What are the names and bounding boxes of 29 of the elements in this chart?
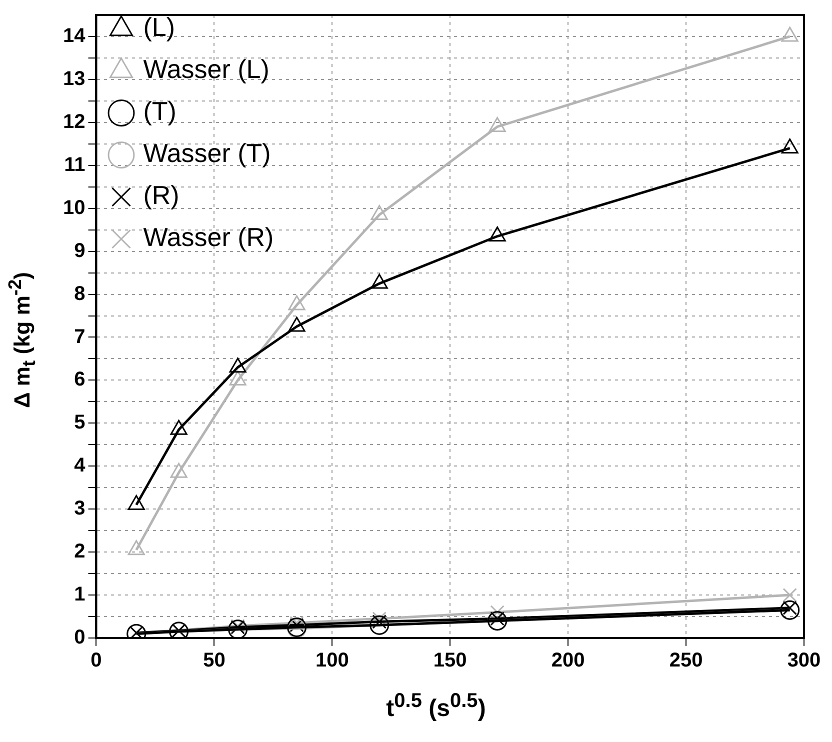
y-tick-label: 8 xyxy=(74,282,86,305)
x-tick-label: 200 xyxy=(551,650,585,672)
y-tick-label: 4 xyxy=(74,454,86,477)
legend-label: Wasser (R) xyxy=(143,222,274,252)
y-tick-label: 12 xyxy=(62,110,86,133)
y-tick-label: 10 xyxy=(62,196,86,219)
y-tick-label: 3 xyxy=(74,498,86,520)
y-tick-label: 9 xyxy=(74,240,86,262)
legend-label: (T) xyxy=(143,96,176,126)
y-tick-label: 7 xyxy=(74,326,86,348)
y-tick-label: 1 xyxy=(74,584,86,606)
x-tick-label: 150 xyxy=(433,650,467,672)
legend-label: (L) xyxy=(143,12,176,42)
x-tick-label: 50 xyxy=(203,650,226,672)
x-tick-label: 250 xyxy=(669,650,703,672)
y-tick-label: 6 xyxy=(74,368,86,391)
y-tick-label: 13 xyxy=(62,68,86,90)
legend-label: Wasser (T) xyxy=(143,138,271,168)
y-tick-label: 2 xyxy=(74,540,86,563)
x-tick-label: 300 xyxy=(787,650,821,672)
x-axis-title: t$^{0.5}$ (s$^{0.5}$) xyxy=(385,690,487,723)
legend-label: (R) xyxy=(143,180,180,210)
y-tick-label: 14 xyxy=(62,25,86,47)
y-tick-label: 11 xyxy=(64,154,86,176)
legend-label: Wasser (L) xyxy=(143,54,270,84)
y-tick-label: 5 xyxy=(74,412,86,434)
x-tick-label: 100 xyxy=(315,650,349,672)
x-tick-label: 0 xyxy=(90,650,102,672)
y-tick-label: 0 xyxy=(74,626,86,649)
